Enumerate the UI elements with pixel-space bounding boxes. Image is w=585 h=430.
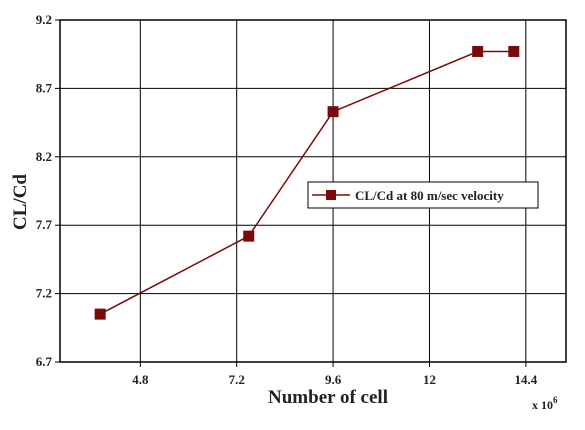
x-tick-label: 9.6 [325,372,342,387]
data-point [94,308,106,320]
y-tick-label: 7.2 [36,286,52,301]
data-point [472,45,484,57]
data-point [243,230,255,242]
y-tick-label: 9.2 [36,12,52,27]
x-tick-label: 4.8 [132,372,149,387]
x-tick-labels: 4.8 7.2 9.6 12 14.4 [132,372,538,387]
y-tick-label: 8.2 [36,149,52,164]
y-tick-label: 6.7 [36,354,53,369]
legend: CL/Cd at 80 m/sec velocity [307,181,539,209]
y-tick-label: 8.7 [36,80,53,95]
data-point [508,45,520,57]
legend-marker [326,190,336,200]
plot-frame [59,19,567,363]
x-axis-title: Number of cell [268,387,388,408]
data-point [327,106,339,118]
y-tick-label: 7.7 [36,217,53,232]
legend-label: CL/Cd at 80 m/sec velocity [355,188,504,203]
x-tick-label: 12 [423,372,436,387]
y-tick-labels: 6.7 7.2 7.7 8.2 8.7 9.2 [36,12,53,369]
x-tick-label: 7.2 [229,372,245,387]
x-multiplier: x 106 [532,395,558,412]
x-tick-label: 14.4 [514,372,537,387]
x-multiplier-base: x 10 [532,398,553,412]
x-multiplier-exponent: 6 [553,395,558,405]
series-group [94,45,520,320]
y-axis-title: CL/Cd [10,174,31,230]
tick-marks [55,19,527,367]
